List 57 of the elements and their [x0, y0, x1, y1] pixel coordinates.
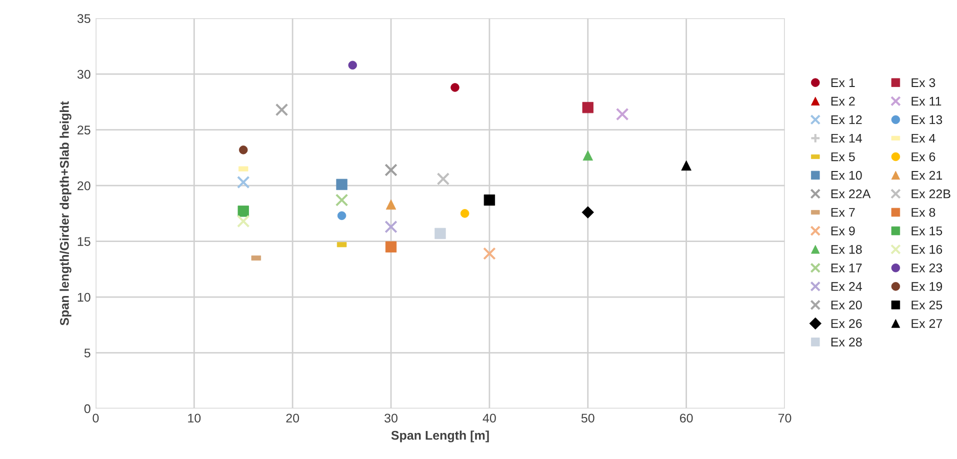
legend-label: Ex 18	[831, 244, 862, 254]
legend-label: Ex 1	[831, 78, 855, 87]
legend-label: Ex 3	[912, 78, 936, 88]
point	[335, 194, 348, 206]
legend-label: Ex 13	[912, 115, 942, 124]
legend-label: Ex 19	[912, 282, 942, 291]
legend-label: Ex 9	[831, 226, 855, 236]
y-tick-label: 5	[84, 348, 90, 358]
point	[275, 103, 288, 116]
legend-label: Ex 24	[831, 282, 862, 291]
y-axis-title: Span length/Girder depth+Slab height	[60, 101, 72, 326]
x-tick-label: 0	[92, 414, 99, 423]
point	[483, 247, 496, 260]
legend-label: Ex 7	[831, 208, 855, 217]
legend-label: Ex 6	[912, 152, 936, 162]
legend-label: Ex 22B	[912, 189, 950, 198]
x-tick-label: 60	[680, 414, 693, 423]
x-tick-label: 10	[188, 414, 201, 423]
x-tick-label: 20	[286, 414, 300, 423]
legend-label: Ex 26	[831, 319, 862, 328]
legend-label: Ex 8	[912, 208, 936, 217]
legend-label: Ex 10	[831, 170, 862, 180]
y-tick-label: 0	[84, 404, 90, 414]
point	[582, 102, 594, 114]
point	[236, 214, 250, 228]
x-tick-label: 70	[778, 414, 792, 423]
legend-label: Ex 20	[831, 300, 862, 310]
x-tick-label: 50	[581, 414, 594, 423]
legend-label: Ex 22A	[831, 189, 871, 198]
x-tick-label: 40	[482, 414, 496, 423]
point	[384, 220, 398, 234]
legend-label: Ex 11	[912, 96, 942, 106]
legend-label: Ex 21	[912, 170, 942, 180]
y-tick-label: 35	[77, 14, 90, 24]
x-axis-title: Span Length [m]	[391, 430, 489, 442]
legend-label: Ex 5	[831, 152, 855, 162]
legend-label: Ex 15	[912, 226, 942, 236]
y-tick-label: 15	[78, 237, 90, 246]
legend-label: Ex 16	[912, 244, 942, 254]
y-tick-label: 25	[78, 126, 90, 134]
y-tick-label: 20	[78, 181, 90, 190]
legend-label: Ex 12	[831, 115, 862, 124]
y-tick-label: 10	[78, 292, 90, 302]
legend-label: Ex 4	[912, 134, 936, 143]
legend-label: Ex 28	[831, 338, 862, 346]
point	[436, 172, 450, 186]
legend-label: Ex 23	[912, 264, 942, 272]
legend-label: Ex 14	[831, 134, 862, 143]
y-tick-label: 30	[77, 70, 90, 79]
point	[384, 164, 398, 176]
point	[616, 108, 629, 121]
legend-label: Ex 2	[831, 96, 855, 106]
legend-label: Ex 17	[831, 264, 862, 272]
legend-label: Ex 27	[912, 319, 942, 328]
point	[236, 176, 250, 189]
legend-label: Ex 25	[912, 300, 942, 310]
x-tick-label: 30	[384, 414, 398, 423]
